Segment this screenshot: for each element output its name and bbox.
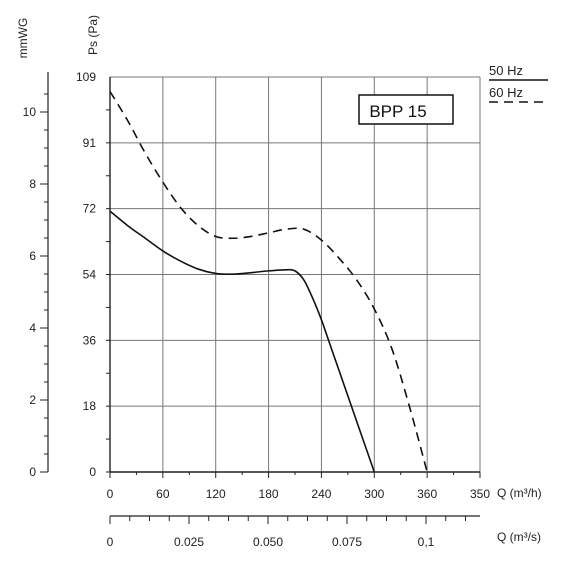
y-tick-label: 36 xyxy=(83,333,97,347)
y-tick-label: 54 xyxy=(83,268,97,282)
x-tick-label: 60 xyxy=(156,487,170,501)
x2-tick-label: 0,1 xyxy=(418,535,435,549)
series-line-60hz xyxy=(109,91,428,473)
legend-label-60hz: 60 Hz xyxy=(489,85,523,100)
x-tick-label: 350 xyxy=(470,487,490,501)
x-tick-label: 240 xyxy=(311,487,331,501)
series-line-50hz xyxy=(109,210,376,473)
y2-tick-label: 10 xyxy=(23,105,37,119)
y-tick-label: 0 xyxy=(89,465,96,479)
x2-tick-label: 0.025 xyxy=(174,535,204,549)
title-box xyxy=(358,94,454,125)
y2-tick-label: 6 xyxy=(29,249,36,263)
chart-title: BPP 15 xyxy=(369,102,426,121)
series-layer xyxy=(109,91,428,473)
x-axis-title: Q (m³/h) xyxy=(497,486,542,500)
x2-tick-label: 0.075 xyxy=(332,535,362,549)
y2-tick-label: 4 xyxy=(29,321,36,335)
y-tick-label: 91 xyxy=(83,136,97,150)
y-tick-label: 72 xyxy=(83,202,97,216)
y-tick-label: 18 xyxy=(83,399,97,413)
legend-label-50hz: 50 Hz xyxy=(489,63,523,78)
axes: 0 60 120 180 240 300 360 350 0 18 36 54 72 91 109 0 2 4 6 8… xyxy=(23,70,491,549)
y2-tick-label: 2 xyxy=(29,393,36,407)
y-tick-label: 109 xyxy=(76,70,96,84)
y2-axis-title: mmWG xyxy=(16,18,30,59)
y-axis-title: Ps (Pa) xyxy=(86,15,100,55)
y2-tick-label: 0 xyxy=(29,465,36,479)
x2-tick-label: 0.050 xyxy=(253,535,283,549)
legend: 50 Hz 60 Hz xyxy=(489,63,548,103)
x-tick-label: 360 xyxy=(417,487,437,501)
x-tick-label: 120 xyxy=(206,487,226,501)
y2-tick-label: 8 xyxy=(29,177,36,191)
x2-tick-label: 0 xyxy=(107,535,114,549)
x2-axis-title: Q (m³/s) xyxy=(497,530,541,544)
x-tick-label: 300 xyxy=(364,487,384,501)
x-tick-label: 180 xyxy=(259,487,279,501)
grid xyxy=(109,76,481,473)
x-tick-label: 0 xyxy=(107,487,114,501)
